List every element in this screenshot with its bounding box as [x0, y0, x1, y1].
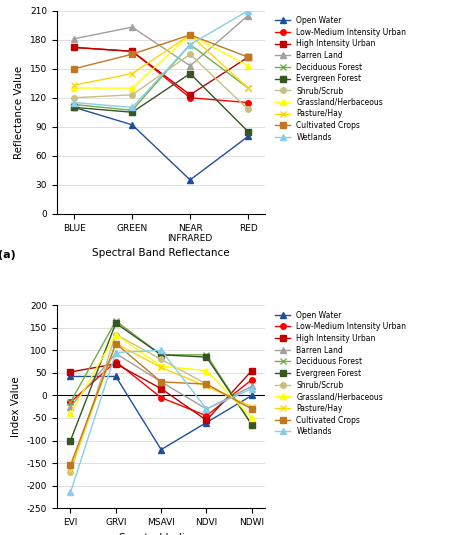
Y-axis label: Reflectance Value: Reflectance Value [14, 66, 24, 159]
Legend: Open Water, Low-Medium Intensity Urban, High Intensity Urban, Barren Land, Decid: Open Water, Low-Medium Intensity Urban, … [273, 14, 408, 143]
Text: (a): (a) [0, 250, 16, 261]
X-axis label: Spectral Band Reflectance: Spectral Band Reflectance [92, 248, 230, 258]
Legend: Open Water, Low-Medium Intensity Urban, High Intensity Urban, Barren Land, Decid: Open Water, Low-Medium Intensity Urban, … [273, 309, 408, 438]
X-axis label: Spectral Indices: Spectral Indices [119, 532, 203, 535]
Y-axis label: Index Value: Index Value [11, 377, 21, 437]
